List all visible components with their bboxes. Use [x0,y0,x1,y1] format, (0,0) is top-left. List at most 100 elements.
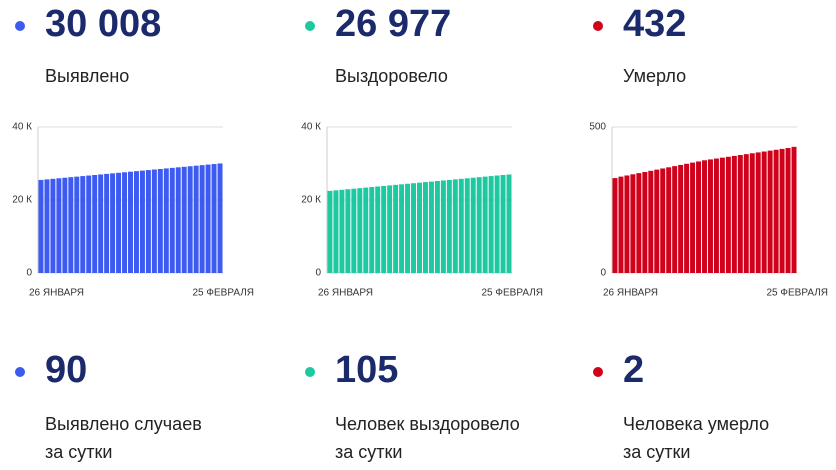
bar [399,184,405,273]
stat-label: Выявлено случаев [45,414,202,434]
bar [157,168,163,273]
dot [305,21,315,31]
bar [719,157,725,273]
bar [779,148,785,273]
bar [333,190,339,273]
x-tick-label: 26 ЯНВАРЯ [29,288,84,299]
stat-label: за сутки [623,442,690,462]
bar [139,170,145,273]
bar [205,164,211,273]
bar [405,183,411,273]
bar [351,188,357,273]
dot [305,367,315,377]
bar [761,151,767,273]
bar [80,176,86,273]
stat-value: 90 [45,349,87,391]
stat-label: за сутки [45,442,112,462]
bar [452,179,458,273]
x-tick-label: 25 ФЕВРАЛЯ [766,288,828,299]
bar [660,168,666,273]
bar [369,187,375,273]
bar [690,162,696,273]
bar [755,152,761,273]
bar [791,146,797,273]
bar [104,173,110,273]
bar [345,189,351,273]
bar [428,181,434,273]
bar [767,150,773,273]
bar [327,190,333,273]
bar [50,178,56,273]
bar [648,170,654,273]
bar [612,178,618,273]
bar [211,164,217,273]
y-tick-label: 20 К [301,195,321,206]
bar [630,174,636,273]
bar [363,187,369,273]
bar [393,184,399,273]
bar [175,167,181,273]
x-tick-label: 26 ЯНВАРЯ [318,288,373,299]
bar [411,183,417,273]
y-tick-label: 20 К [12,195,32,206]
bar [672,166,678,273]
bar [446,179,452,273]
bar [339,189,345,273]
stat-label: Человек выздоровело [335,414,520,434]
bar [98,174,104,273]
bar [92,174,98,273]
bar [785,148,791,273]
dot [15,367,25,377]
bar [169,167,175,273]
stat-value: 2 [623,349,644,391]
bar [636,173,642,273]
stat-label: за сутки [335,442,402,462]
bar [702,160,707,273]
bar [145,170,151,273]
stat-value: 105 [335,349,398,391]
y-tick-label: 40 К [301,122,321,133]
bar [494,175,500,273]
bar [737,155,743,273]
bar [422,182,428,273]
bar [500,174,506,273]
bar [440,180,446,273]
bar [488,176,494,273]
bar [217,163,223,273]
bar [476,177,482,273]
bar [62,177,68,273]
x-tick-label: 25 ФЕВРАЛЯ [192,288,254,299]
stat-label: Умерло [623,66,686,86]
stat-label: Выздоровело [335,66,448,86]
bar [506,174,512,273]
bar [187,166,193,273]
x-tick-label: 25 ФЕВРАЛЯ [481,288,543,299]
bar [731,155,737,273]
bar [696,161,702,273]
bar [482,176,488,273]
bar [56,178,62,273]
bar [773,149,779,273]
y-tick-label: 500 [589,122,606,133]
x-tick-label: 26 ЯНВАРЯ [603,288,658,299]
bar [642,171,648,273]
bar [375,186,381,273]
stat-value: 432 [623,3,686,45]
bar [624,175,630,273]
dot [593,367,603,377]
bar [417,182,422,273]
bar [743,154,749,273]
bar [666,167,672,273]
bar [654,169,660,273]
bar [464,178,470,273]
bar [749,153,755,273]
bar [163,168,169,273]
bar [434,181,440,273]
bar [181,166,187,273]
bar [357,188,363,273]
y-tick-label: 0 [26,268,32,279]
bar [458,178,464,273]
bar [707,159,713,273]
